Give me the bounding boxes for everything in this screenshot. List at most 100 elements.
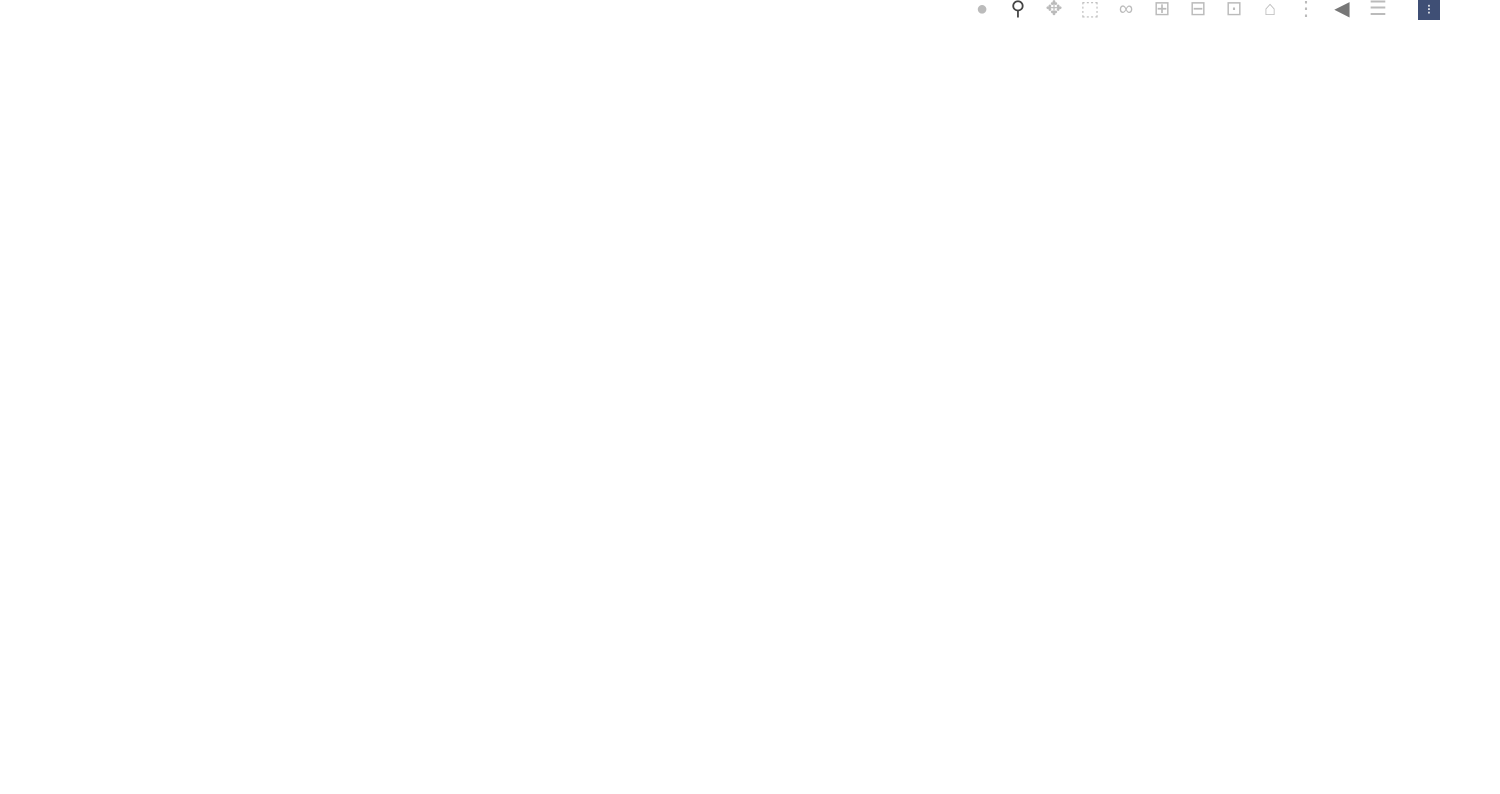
camera-icon[interactable]: ● <box>975 0 989 20</box>
company-point <box>412 576 428 592</box>
company-point <box>447 543 463 559</box>
x-axis-title: YoY Growth% <box>535 749 652 770</box>
autoscale-icon[interactable]: ⊡ <box>1225 0 1243 20</box>
company-point <box>429 581 445 597</box>
legend: Company Data Average (11.79%, 7.0x) Median… <box>1126 116 1387 248</box>
company-point <box>694 342 710 358</box>
company-point <box>633 411 649 427</box>
company-point <box>360 587 376 603</box>
company-point <box>452 594 468 610</box>
company-point <box>472 597 488 613</box>
company-point <box>293 572 309 588</box>
zoom-out-icon[interactable]: ⊟ <box>1189 0 1207 20</box>
company-point <box>342 601 358 617</box>
chart-subtitle: November 10th, 2024 (n = 167 companies) <box>432 42 737 59</box>
company-point <box>261 609 277 625</box>
company-point <box>463 513 479 529</box>
legend-marker <box>1126 173 1140 188</box>
modebar: ● ⚲ ✥ ⬚ ∞ ⊞ ⊟ ⊡ ⌂ ⋮ ◀ ☰ ⁝ <box>968 0 1440 20</box>
y-tick-label: 30 <box>82 293 100 310</box>
company-point <box>812 349 828 365</box>
company-point <box>240 609 256 625</box>
company-point <box>430 562 446 578</box>
company-point <box>274 573 290 589</box>
company-point <box>781 462 797 478</box>
company-point <box>765 495 781 511</box>
company-point <box>576 569 592 585</box>
plot-area[interactable] <box>104 73 1083 677</box>
company-point <box>314 593 330 609</box>
zoom-in-icon[interactable]: ⊞ <box>1153 0 1171 20</box>
summary-point <box>503 536 523 556</box>
company-point <box>239 399 255 415</box>
legend-item: 75th Percentile (20.22%, 9.86x) <box>1163 231 1387 248</box>
company-point <box>463 564 479 580</box>
company-point <box>612 392 628 408</box>
x-tick-label: 40% <box>838 685 870 702</box>
company-point <box>458 463 474 479</box>
zoom-icon[interactable]: ⚲ <box>1010 0 1026 20</box>
company-point <box>635 432 651 448</box>
gridlines <box>104 73 1083 677</box>
box-select-icon[interactable]: ⬚ <box>1080 0 1100 20</box>
x-tick-label: 20% <box>596 685 628 702</box>
company-point <box>388 554 404 570</box>
company-point <box>622 470 638 486</box>
company-point <box>446 508 462 524</box>
company-point <box>417 586 433 602</box>
company-point <box>659 575 675 591</box>
company-point <box>532 452 548 468</box>
pan-icon[interactable]: ✥ <box>1045 0 1063 20</box>
summary-point <box>605 505 625 525</box>
company-point <box>748 385 764 401</box>
y-tick-label: 50 <box>82 79 100 96</box>
tooltip-title: CRM <box>493 482 532 501</box>
legend-marker <box>1126 202 1140 217</box>
company-point <box>334 605 350 621</box>
y-tick-label: 40 <box>82 186 100 203</box>
company-point <box>397 598 413 614</box>
company-point <box>373 572 389 588</box>
company-point <box>705 416 721 432</box>
reset-axes-icon[interactable]: ⌂ <box>1263 0 1277 20</box>
company-point <box>742 478 758 494</box>
company-point <box>504 577 520 593</box>
company-point <box>415 582 431 598</box>
company-point <box>610 576 626 592</box>
company-point <box>607 570 623 586</box>
lasso-select-icon[interactable]: ∞ <box>1118 0 1134 20</box>
tooltip-multiple: EV/Revenue Multiple=8.59 <box>493 559 695 578</box>
spike-lines-icon[interactable]: ⋮ <box>1296 0 1316 20</box>
company-point <box>305 602 321 618</box>
company-point <box>573 451 589 467</box>
y-tick-label: 10 <box>82 506 100 523</box>
company-point <box>405 593 421 609</box>
company-point <box>460 585 476 601</box>
company-point <box>397 562 413 578</box>
company-point <box>342 583 358 599</box>
company-point <box>278 602 294 618</box>
hover-compare-icon[interactable]: ☰ <box>1369 0 1387 20</box>
company-point <box>520 576 536 592</box>
company-point <box>244 541 260 557</box>
tick-labels: -20% -10% 0% 10% 20% 30% 40% 50% 0 10 20 30 40 50 <box>82 79 991 702</box>
company-point <box>442 514 458 530</box>
company-point <box>678 449 694 465</box>
company-point <box>792 505 808 521</box>
trendline <box>162 395 1027 650</box>
company-point <box>331 609 347 625</box>
x-tick-label: -10% <box>231 685 268 702</box>
plotly-logo-icon[interactable]: ⁝ <box>1418 0 1440 20</box>
x-tick-label: 30% <box>717 685 749 702</box>
company-point <box>400 606 416 622</box>
company-point <box>759 510 775 526</box>
company-point <box>371 589 387 605</box>
company-point <box>489 585 505 601</box>
company-point <box>728 107 744 123</box>
hover-closest-icon[interactable]: ◀ <box>1334 0 1350 20</box>
company-point <box>455 532 471 548</box>
company-point <box>774 510 790 526</box>
legend-title: Key <box>1106 88 1134 105</box>
company-point <box>152 609 168 625</box>
